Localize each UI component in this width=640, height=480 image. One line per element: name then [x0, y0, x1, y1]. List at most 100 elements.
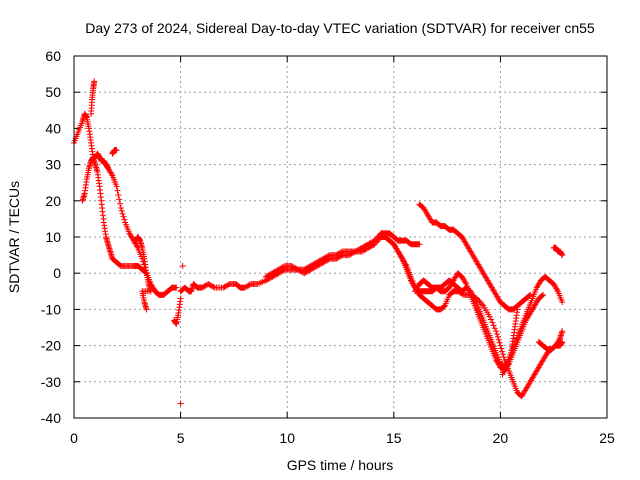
data-point — [246, 281, 253, 288]
data-point — [200, 283, 207, 290]
data-point — [497, 342, 504, 349]
series-track-c — [88, 78, 98, 117]
data-point — [325, 252, 332, 259]
data-point — [274, 267, 281, 274]
data-point — [366, 240, 373, 247]
data-points — [71, 78, 566, 407]
data-point — [416, 241, 423, 248]
y-tick-label: 50 — [45, 84, 61, 100]
y-tick-label: -40 — [41, 410, 61, 426]
data-point — [113, 147, 120, 154]
data-point — [156, 291, 163, 298]
x-tick-label: 20 — [493, 430, 509, 446]
data-point — [108, 171, 115, 178]
data-point — [334, 251, 341, 258]
data-point — [117, 200, 124, 207]
data-point — [245, 282, 252, 289]
data-point — [242, 283, 249, 290]
data-point — [206, 281, 213, 288]
data-point — [353, 247, 360, 254]
data-point — [306, 263, 313, 270]
data-point — [338, 249, 345, 256]
data-point — [372, 236, 379, 243]
data-point — [498, 345, 505, 352]
data-point — [269, 270, 276, 277]
data-point — [375, 233, 382, 240]
plot-frame — [73, 55, 608, 419]
data-point — [319, 256, 326, 263]
x-tick-label: 25 — [599, 430, 615, 446]
data-point — [278, 265, 285, 272]
series-track-d — [109, 147, 120, 157]
data-point — [354, 247, 361, 254]
data-point — [266, 271, 273, 278]
data-point — [121, 216, 128, 223]
data-point — [314, 259, 321, 266]
y-tick-label: 60 — [45, 48, 61, 64]
data-point — [559, 299, 566, 306]
data-point — [357, 245, 364, 252]
data-point — [113, 183, 120, 190]
y-tick-label: -30 — [41, 374, 61, 390]
data-point — [316, 257, 323, 264]
data-point — [115, 192, 122, 199]
data-point — [315, 258, 322, 265]
data-point — [210, 283, 217, 290]
data-point — [559, 328, 566, 335]
data-point — [119, 210, 126, 217]
data-point — [177, 295, 184, 302]
data-point — [493, 331, 500, 338]
x-tick-label: 5 — [177, 430, 185, 446]
data-point — [335, 250, 342, 257]
x-tick-label: 0 — [70, 430, 78, 446]
data-point — [496, 339, 503, 346]
data-point — [374, 234, 381, 241]
data-point — [262, 273, 269, 280]
data-point — [559, 252, 566, 259]
data-point — [479, 301, 486, 308]
data-point — [201, 283, 208, 290]
x-tick-label: 10 — [279, 430, 295, 446]
data-point — [499, 348, 506, 355]
series-track-h — [262, 230, 423, 280]
y-tick-label: -10 — [41, 301, 61, 317]
y-tick-label: 30 — [45, 157, 61, 173]
data-point — [222, 283, 229, 290]
data-point — [267, 270, 274, 277]
data-point — [539, 292, 546, 299]
x-tick-label: 15 — [386, 430, 402, 446]
data-point — [462, 279, 469, 286]
data-point — [526, 292, 533, 299]
data-point — [288, 262, 295, 269]
data-point — [244, 283, 251, 290]
y-tick-label: -20 — [41, 338, 61, 354]
data-point — [488, 316, 495, 323]
data-point — [270, 269, 277, 276]
data-point — [554, 286, 561, 293]
y-tick-label: 20 — [45, 193, 61, 209]
data-point — [118, 207, 125, 214]
data-point — [352, 248, 359, 255]
data-point — [311, 260, 318, 267]
data-point — [540, 291, 547, 298]
data-point — [173, 284, 180, 291]
data-point — [358, 244, 365, 251]
data-point — [209, 283, 216, 290]
y-axis-label: SDTVAR / TECUs — [6, 181, 22, 293]
series-track-e — [132, 234, 154, 313]
data-point — [280, 263, 287, 270]
series-track-a — [71, 110, 180, 298]
series-track-n — [550, 244, 566, 259]
data-point — [275, 266, 282, 273]
data-point — [307, 262, 314, 269]
data-point — [224, 282, 231, 289]
data-point — [494, 333, 501, 340]
data-point — [264, 273, 271, 280]
data-point — [198, 284, 205, 291]
data-point — [333, 252, 340, 259]
data-point — [302, 265, 309, 272]
data-point — [279, 264, 286, 271]
data-point — [289, 263, 296, 270]
data-point — [369, 239, 376, 246]
data-point — [225, 281, 232, 288]
